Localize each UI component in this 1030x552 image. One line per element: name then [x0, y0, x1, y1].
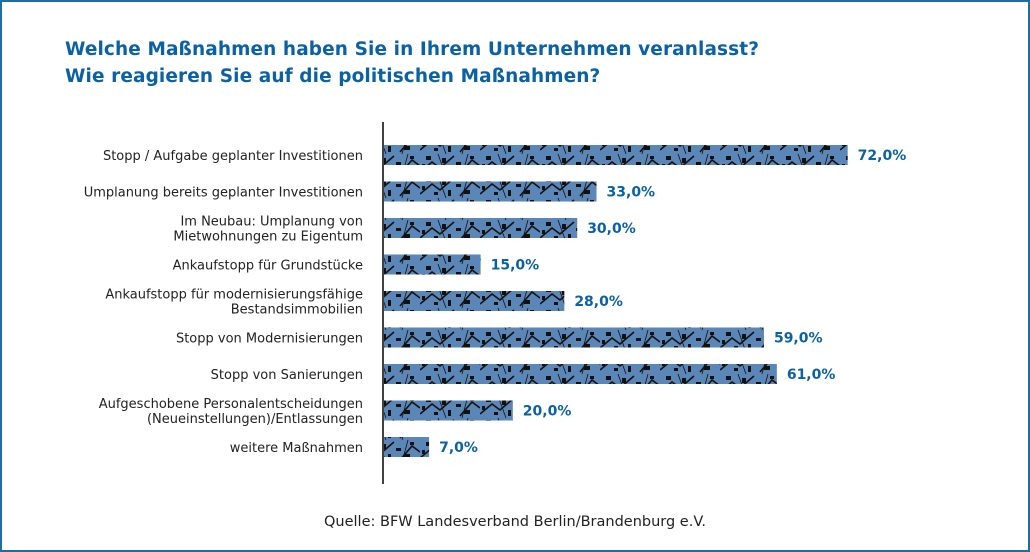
category-label-5: Stopp von Modernisierungen [176, 332, 363, 347]
bar-5 [384, 327, 764, 348]
category-label-line: weitere Maßnahmen [230, 441, 363, 456]
bar-2 [384, 218, 578, 238]
chart-title: Welche Maßnahmen haben Sie in Ihrem Unte… [65, 36, 759, 90]
value-label-8: 7,0% [439, 440, 478, 456]
value-label-6: 61,0% [787, 367, 836, 383]
category-label-line: Bestandsimmobilien [231, 303, 363, 318]
value-label-1: 33,0% [607, 185, 656, 201]
category-label-3: Ankaufstopp für Grundstücke [173, 259, 363, 274]
category-label-6: Stopp von Sanierungen [211, 368, 363, 383]
category-label-line: Stopp von Sanierungen [211, 368, 363, 383]
category-label-line: Mietwohnungen zu Eigentum [173, 230, 363, 245]
bar-8 [384, 437, 430, 457]
value-label-2: 30,0% [587, 221, 636, 237]
value-label-5: 59,0% [774, 331, 823, 347]
category-label-line: Aufgeschobene Personalentscheidungen [99, 397, 363, 412]
category-label-line: Umplanung bereits geplanter Investitione… [84, 186, 363, 201]
category-label-7: Aufgeschobene Personalentscheidungen (Neu… [99, 397, 363, 427]
category-label-line: Stopp von Modernisierungen [176, 332, 363, 347]
bar-4 [384, 291, 565, 311]
category-label-0: Stopp / Aufgabe geplanter Investitionen [103, 149, 363, 164]
bar-1 [384, 181, 597, 202]
category-label-line: Ankaufstopp für Grundstücke [173, 259, 363, 274]
category-label-8: weitere Maßnahmen [230, 441, 363, 456]
bar-3 [384, 254, 481, 275]
bar-6 [384, 364, 777, 384]
value-label-0: 72,0% [858, 148, 907, 164]
bar-7 [384, 400, 513, 421]
category-label-line: Ankaufstopp für modernisierungsfähige [105, 288, 363, 303]
category-label-2: Im Neubau: Umplanung von Mietwohnungen zu… [173, 215, 363, 245]
source-note: Quelle: BFW Landesverband Berlin/Branden… [324, 514, 706, 530]
title-line-1: Welche Maßnahmen haben Sie in Ihrem Unte… [65, 39, 760, 60]
value-label-3: 15,0% [491, 258, 540, 274]
value-label-4: 28,0% [574, 294, 623, 310]
category-label-4: Ankaufstopp für modernisierungsfähige Bes… [105, 288, 363, 318]
category-label-1: Umplanung bereits geplanter Investitione… [84, 186, 363, 201]
value-label-7: 20,0% [523, 404, 572, 420]
bar-0 [384, 145, 848, 165]
category-label-line: (Neueinstellungen)/Entlassungen [147, 412, 363, 427]
category-label-line: Stopp / Aufgabe geplanter Investitionen [103, 149, 363, 164]
category-label-line: Im Neubau: Umplanung von [180, 215, 363, 230]
title-line-2: Wie reagieren Sie auf die politischen Ma… [65, 66, 601, 87]
